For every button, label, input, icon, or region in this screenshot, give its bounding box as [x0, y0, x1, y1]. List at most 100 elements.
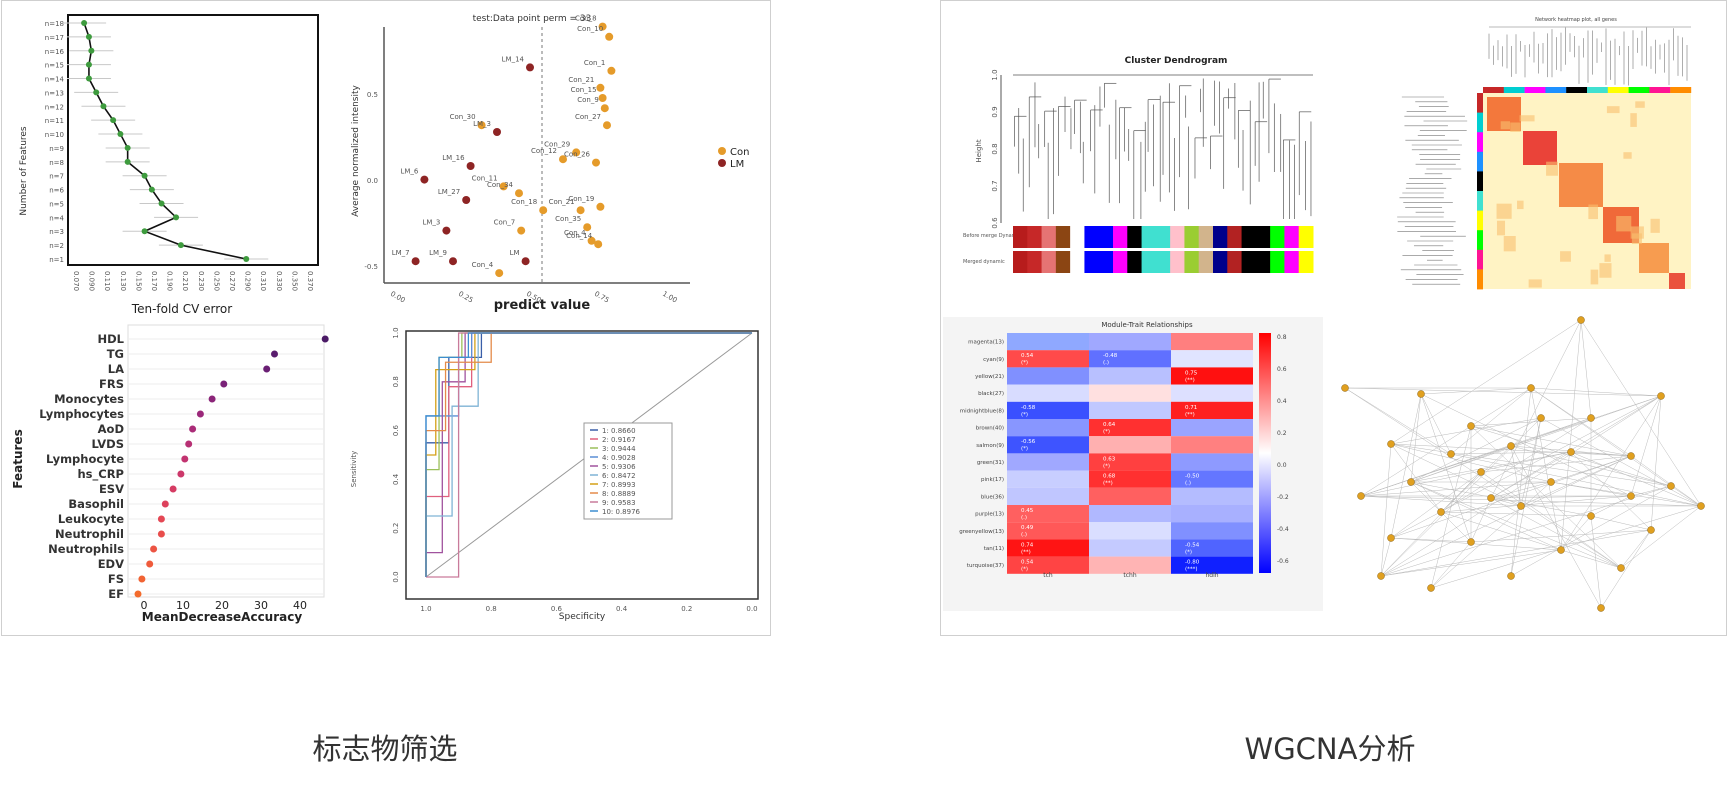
dendrogram-merged-bar: [1141, 251, 1157, 273]
module-trait-cell: [1089, 453, 1171, 471]
tom-speckle: [1517, 200, 1524, 210]
scatter-point-label: Con_26: [564, 151, 591, 159]
network-edge: [1670, 485, 1702, 507]
network-edge: [1530, 387, 1662, 397]
cv-xtick: 0.350: [290, 271, 298, 291]
importance-feature-label: Basophil: [68, 497, 124, 511]
network-edge: [1490, 497, 1522, 507]
module-trait-cell: [1007, 401, 1089, 419]
scatter-point-label: Con_34: [487, 181, 514, 189]
scatter-point: [598, 94, 607, 102]
cv-xtick: 0.290: [244, 271, 252, 291]
dendrogram-ytick: 0.9: [991, 106, 999, 117]
importance-feature-label: Leukocyte: [58, 512, 124, 526]
importance-feature-label: AoD: [98, 422, 124, 436]
module-trait-value: (*): [1021, 360, 1028, 366]
cv-point: [85, 33, 92, 40]
module-trait-value: 0.71: [1185, 405, 1197, 411]
network-node: [1667, 482, 1675, 490]
tom-speckle: [1599, 263, 1612, 278]
network-edge: [1430, 481, 1552, 589]
scatter-point-label: LM: [510, 249, 520, 257]
network-edge: [1590, 515, 1652, 531]
scatter-point: [576, 206, 585, 215]
network-edge: [1380, 455, 1632, 577]
scatter-point: [442, 226, 451, 235]
roc-legend-label: 2: 0.9167: [602, 436, 636, 444]
importance-feature-label: TG: [107, 347, 124, 361]
scatter-point-label: Con_15: [571, 86, 597, 94]
network-edge: [1430, 541, 1472, 589]
network-edge: [1560, 549, 1622, 569]
module-trait-value: (**): [1185, 377, 1195, 383]
dendrogram-ytick: 0.8: [991, 143, 999, 154]
network-edge: [1380, 537, 1392, 577]
importance-point: [263, 365, 271, 373]
importance-point: [271, 350, 278, 358]
cv-xtick: 0.070: [72, 271, 80, 291]
tom-top-colorbar: [1587, 87, 1608, 93]
dendrogram-ylabel: Height: [975, 139, 983, 162]
module-trait-value: -0.56: [1021, 439, 1036, 445]
tom-module-block: [1523, 131, 1557, 165]
network-node: [1617, 564, 1625, 572]
network-edge: [1410, 481, 1592, 517]
cv-xtick: 0.270: [228, 271, 236, 291]
network-node: [1587, 512, 1595, 520]
importance-xlabel: MeanDecreaseAccuracy: [142, 610, 303, 624]
scatter-point-label: Con_18: [511, 198, 537, 206]
scatter-xlabel: predict value: [494, 298, 591, 313]
scatter-point: [594, 240, 603, 249]
module-trait-value: (.): [1021, 515, 1027, 521]
tom-speckle: [1510, 122, 1521, 132]
module-trait-value: 0.75: [1185, 370, 1198, 376]
tom-top-colorbar: [1545, 87, 1567, 93]
module-trait-cell: [1089, 419, 1171, 437]
network-node: [1341, 384, 1349, 392]
dendrogram-module-bar: [1141, 226, 1157, 248]
module-trait-cell: [1171, 470, 1253, 488]
module-label: cyan(9): [983, 357, 1004, 363]
module-trait-value: 0.45: [1021, 508, 1034, 514]
cv-row-label: n=1: [49, 256, 64, 264]
cv-ylabel: Number of Features: [19, 126, 29, 216]
cv-row-label: n=12: [45, 103, 64, 111]
module-trait-cell: [1171, 539, 1253, 557]
network-node: [1487, 494, 1495, 502]
network-edge: [1440, 417, 1592, 513]
roc-legend-label: 5: 0.9306: [602, 463, 636, 471]
tom-speckle: [1630, 226, 1644, 239]
scatter-point: [420, 175, 429, 184]
cv-row-label: n=5: [49, 200, 64, 208]
dendrogram-module-bar: [1070, 226, 1085, 248]
importance-ylabel: Features: [11, 429, 25, 488]
dendrogram-merged-bar: [1284, 251, 1300, 273]
dendrogram-row1-label: Before merge Dynamic Tree Cut: [963, 233, 1043, 239]
module-trait-cell: [1171, 350, 1253, 368]
cv-point: [100, 103, 107, 110]
roc-ytick: 0.4: [392, 473, 400, 485]
cv-row-label: n=3: [49, 228, 64, 236]
scatter-point-label: Con_29: [544, 140, 570, 148]
module-trait-cell: [1089, 470, 1171, 488]
cv-point: [141, 172, 148, 179]
roc-curve: [425, 332, 752, 577]
module-trait-title: Module-Trait Relationships: [1101, 321, 1193, 329]
network-edge: [1440, 511, 1562, 551]
tom-speckle: [1496, 220, 1506, 236]
module-trait-value: 0.64: [1103, 422, 1116, 428]
module-trait-cell: [1089, 436, 1171, 454]
importance-point: [208, 395, 216, 403]
scatter-legend-label: LM: [730, 159, 744, 170]
module-trait-cell: [1007, 367, 1089, 385]
scatter-point: [603, 121, 611, 130]
scatter-point: [493, 128, 501, 136]
module-trait-value: 0.74: [1021, 542, 1034, 548]
network-node: [1467, 422, 1475, 430]
tom-top-colorbar: [1628, 87, 1650, 93]
cv-xtick: 0.330: [275, 271, 283, 291]
scatter-ytick: -0.5: [364, 263, 378, 271]
cv-point: [177, 242, 184, 249]
scatter-point-label: Con_8: [575, 15, 597, 23]
network-edge: [1560, 515, 1592, 551]
